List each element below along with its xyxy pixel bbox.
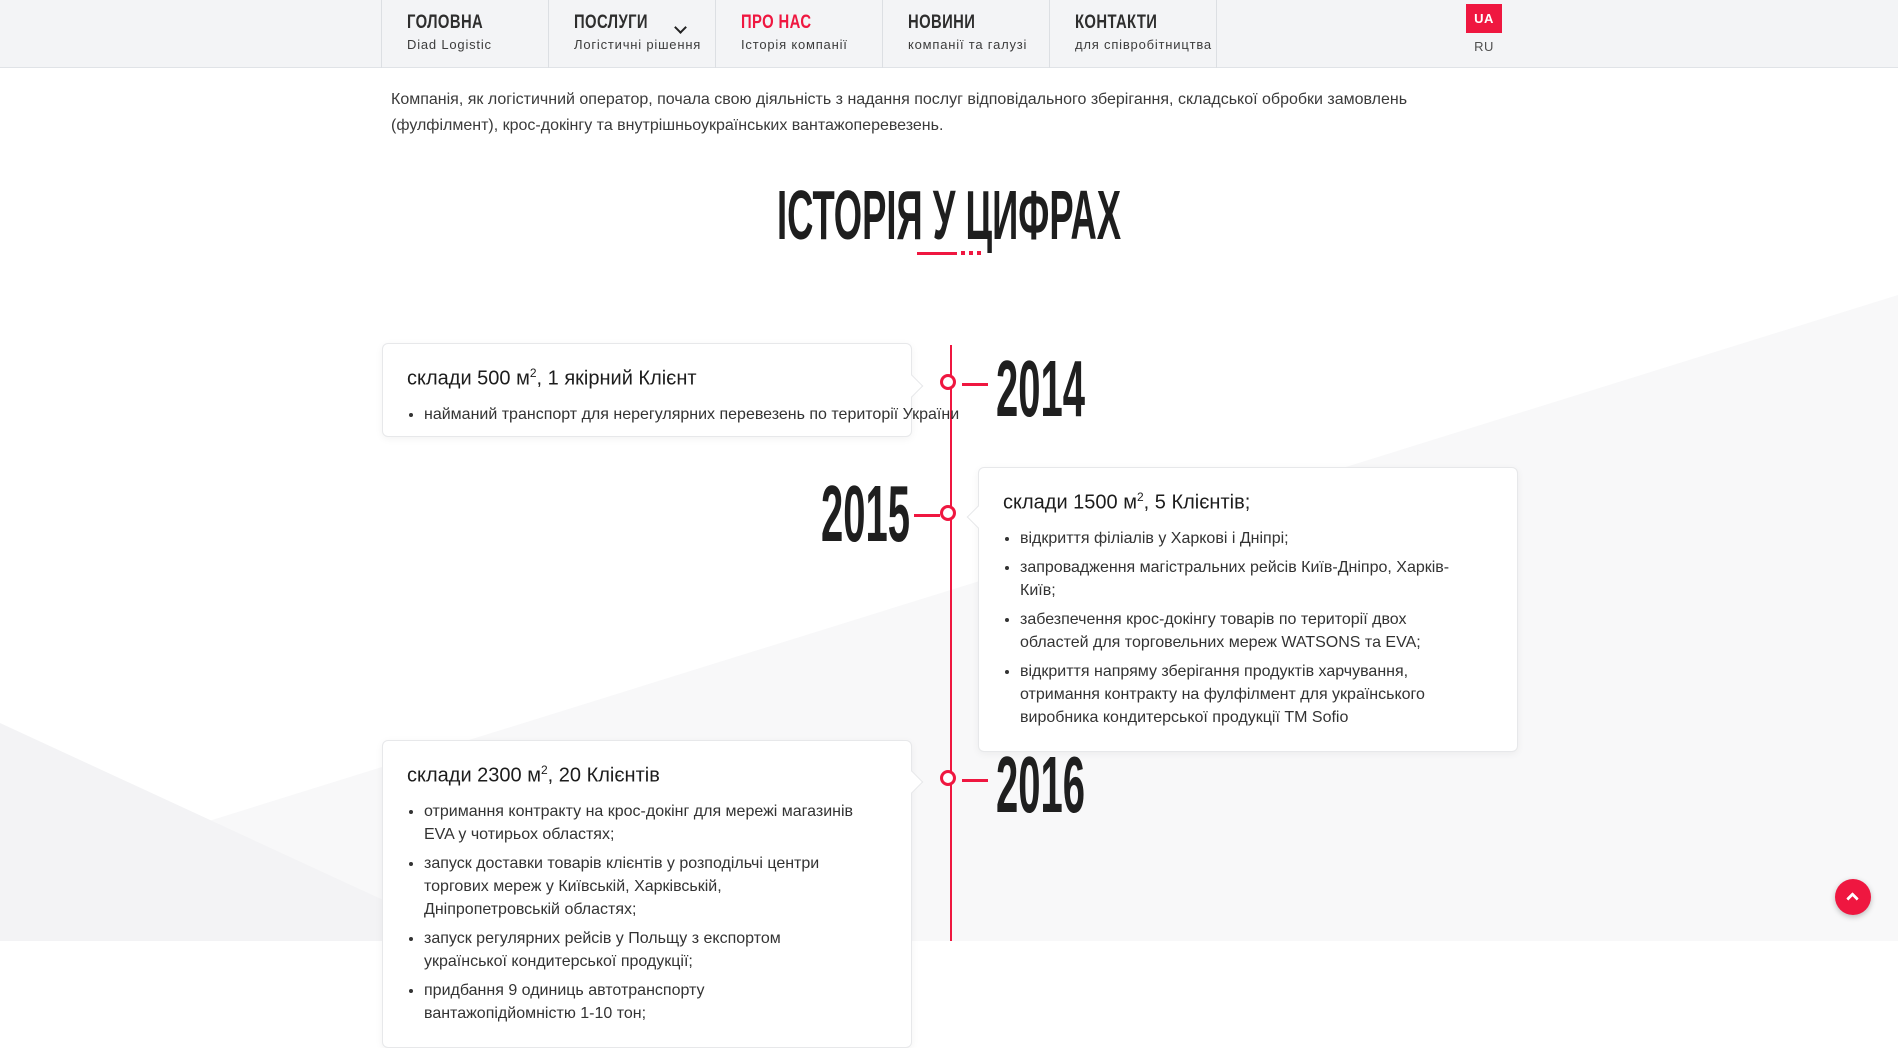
- nav-item-label: НОВИНИ: [908, 12, 976, 33]
- card-heading: склади 1500 м2, 5 Клієнтів;: [1003, 490, 1251, 514]
- card-pointer-icon: [900, 374, 924, 398]
- list-item: запуск доставки товарів клієнтів у розпо…: [424, 852, 859, 921]
- nav-item-sublabel: Diad Logistic: [407, 37, 492, 52]
- timeline-tick: [962, 383, 988, 386]
- nav-item-home[interactable]: ГОЛОВНА Diad Logistic: [382, 0, 549, 68]
- title-underline-decoration: [917, 251, 981, 255]
- list-item: забезпечення крос-докінгу товарів по тер…: [1020, 608, 1469, 654]
- list-item: найманий транспорт для нерегулярних пере…: [424, 403, 959, 426]
- red-dot: [977, 251, 981, 255]
- list-item: придбання 9 одиниць автотранспорту ванта…: [424, 979, 859, 1025]
- lang-ru-button[interactable]: RU: [1474, 39, 1494, 54]
- nav-item-label: КОНТАКТИ: [1075, 12, 1158, 33]
- card-bullet-list: отримання контракту на крос-докінг для м…: [407, 800, 859, 1025]
- nav-item-contacts[interactable]: КОНТАКТИ для співробітництва: [1050, 0, 1217, 68]
- timeline-axis-line: [950, 345, 952, 941]
- card-bullet-list: відкриття філіалів у Харкові і Дніпрі; з…: [1003, 527, 1469, 729]
- nav-item-sublabel: Історія компанії: [741, 37, 848, 52]
- nav-item-sublabel: для співробітництва: [1075, 37, 1212, 52]
- timeline-node-2015: [940, 505, 956, 521]
- page-title: ІСТОРІЯ У ЦИФРАХ: [776, 176, 1122, 254]
- card-heading: склади 2300 м2, 20 Клієнтів: [407, 763, 660, 787]
- list-item: відкриття напряму зберігання продуктів х…: [1020, 660, 1469, 729]
- timeline-tick: [962, 779, 988, 782]
- card-bullet-list: найманий транспорт для нерегулярних пере…: [407, 403, 959, 426]
- nav-item-services[interactable]: ПОСЛУГИ Логістичні рішення: [549, 0, 716, 68]
- nav-item-news[interactable]: НОВИНИ компанії та галузі: [883, 0, 1050, 68]
- list-item: запуск регулярних рейсів у Польщу з експ…: [424, 927, 859, 973]
- list-item: відкриття філіалів у Харкові і Дніпрі;: [1020, 527, 1469, 550]
- intro-paragraph: Компанія, як логістичний оператор, почал…: [391, 91, 1408, 134]
- nav-item-sublabel: Логістичні рішення: [574, 37, 702, 52]
- chevron-up-icon: [1846, 892, 1859, 905]
- timeline-card-2016: склади 2300 м2, 20 Клієнтів отримання ко…: [382, 740, 924, 1048]
- nav-item-label: ПОСЛУГИ: [574, 12, 648, 33]
- main-menu: ГОЛОВНА Diad Logistic ПОСЛУГИ Логістичні…: [381, 0, 1217, 68]
- lang-ua-button[interactable]: UA: [1466, 4, 1502, 33]
- card-pointer-icon: [966, 505, 990, 529]
- language-switcher: UA RU: [1466, 4, 1502, 54]
- timeline-node-2014: [940, 374, 956, 390]
- diagonal-background-band: [0, 0, 1898, 941]
- timeline-card-2015: склади 1500 м2, 5 Клієнтів; відкриття фі…: [966, 467, 1518, 752]
- card-heading: склади 500 м2, 1 якірний Клієнт: [407, 366, 697, 390]
- chevron-down-icon: [674, 21, 687, 34]
- nav-item-label: ПРО НАС: [741, 12, 812, 33]
- nav-item-sublabel: компанії та галузі: [908, 37, 1028, 52]
- timeline-node-2016: [940, 770, 956, 786]
- top-navbar: ГОЛОВНА Diad Logistic ПОСЛУГИ Логістичні…: [0, 0, 1898, 68]
- timeline-year: 2014: [996, 344, 1085, 433]
- timeline-tick: [914, 514, 940, 517]
- timeline-card-2014: склади 500 м2, 1 якірний Клієнт найманий…: [382, 343, 959, 437]
- red-dot: [961, 251, 965, 255]
- timeline-year: 2015: [821, 469, 910, 558]
- nav-item-about[interactable]: ПРО НАС Історія компанії: [716, 0, 883, 68]
- list-item: запровадження магістральних рейсів Київ-…: [1020, 556, 1469, 602]
- scroll-to-top-button[interactable]: [1835, 879, 1871, 915]
- red-dot: [969, 251, 973, 255]
- timeline-year: 2016: [996, 740, 1085, 829]
- list-item: отримання контракту на крос-докінг для м…: [424, 800, 859, 846]
- red-bar: [917, 251, 957, 255]
- nav-item-label: ГОЛОВНА: [407, 12, 484, 33]
